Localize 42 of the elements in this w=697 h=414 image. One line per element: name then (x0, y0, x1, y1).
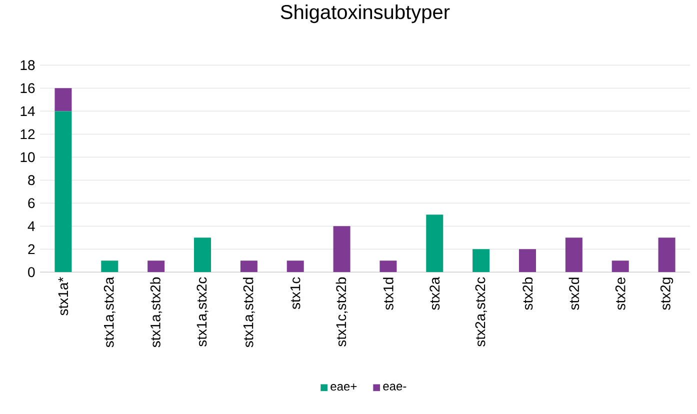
bar (333, 226, 350, 272)
x-tick-label: stx1d (383, 278, 394, 310)
x-tick-label: stx1a* (58, 277, 68, 316)
bar (240, 260, 258, 272)
bar (194, 238, 212, 272)
x-tick-label: stx1a,stx2d (242, 278, 255, 348)
bar (658, 238, 676, 272)
y-tick-label: 14 (20, 106, 35, 116)
x-tick-label: stx1c,stx2b (336, 277, 348, 346)
y-tick-label: 6 (28, 198, 35, 208)
x-tick-label: stx1c (290, 277, 300, 310)
chart-title: Shigatoxinsubtyper (280, 4, 450, 24)
bar (54, 88, 72, 112)
y-tick-label: 8 (28, 175, 35, 186)
y-tick-label: 4 (28, 221, 35, 231)
bar (426, 214, 444, 272)
legend-label: eae- (383, 384, 406, 390)
bar (612, 260, 629, 272)
x-tick-label: stx2b (522, 277, 533, 310)
bar (101, 260, 118, 272)
bar (148, 260, 165, 272)
y-tick-label: 0 (28, 267, 35, 278)
bar (519, 249, 536, 272)
x-tick-label: stx1a,stx2b (150, 277, 162, 348)
y-tick-label: 2 (28, 244, 35, 254)
y-tick-label: 10 (20, 152, 35, 162)
bar (380, 260, 397, 272)
legend-label: eae+ (330, 384, 357, 391)
x-tick-label: stx2e (615, 277, 626, 310)
x-tick-label: stx2g (660, 278, 674, 310)
bar (286, 260, 304, 272)
y-tick-label: 18 (20, 60, 35, 70)
x-tick-label: stx1a,stx2c (196, 277, 208, 346)
y-tick-label: 16 (20, 83, 35, 94)
y-tick-label: 12 (20, 129, 35, 139)
x-tick-label: stx1a,stx2a (104, 276, 116, 348)
bar (472, 249, 490, 272)
bar (565, 238, 582, 272)
x-tick-label: stx2a (430, 276, 440, 310)
x-tick-label: stx2a,stx2c (475, 277, 487, 346)
x-tick-label: stx2d (568, 278, 580, 310)
bar (54, 111, 72, 272)
